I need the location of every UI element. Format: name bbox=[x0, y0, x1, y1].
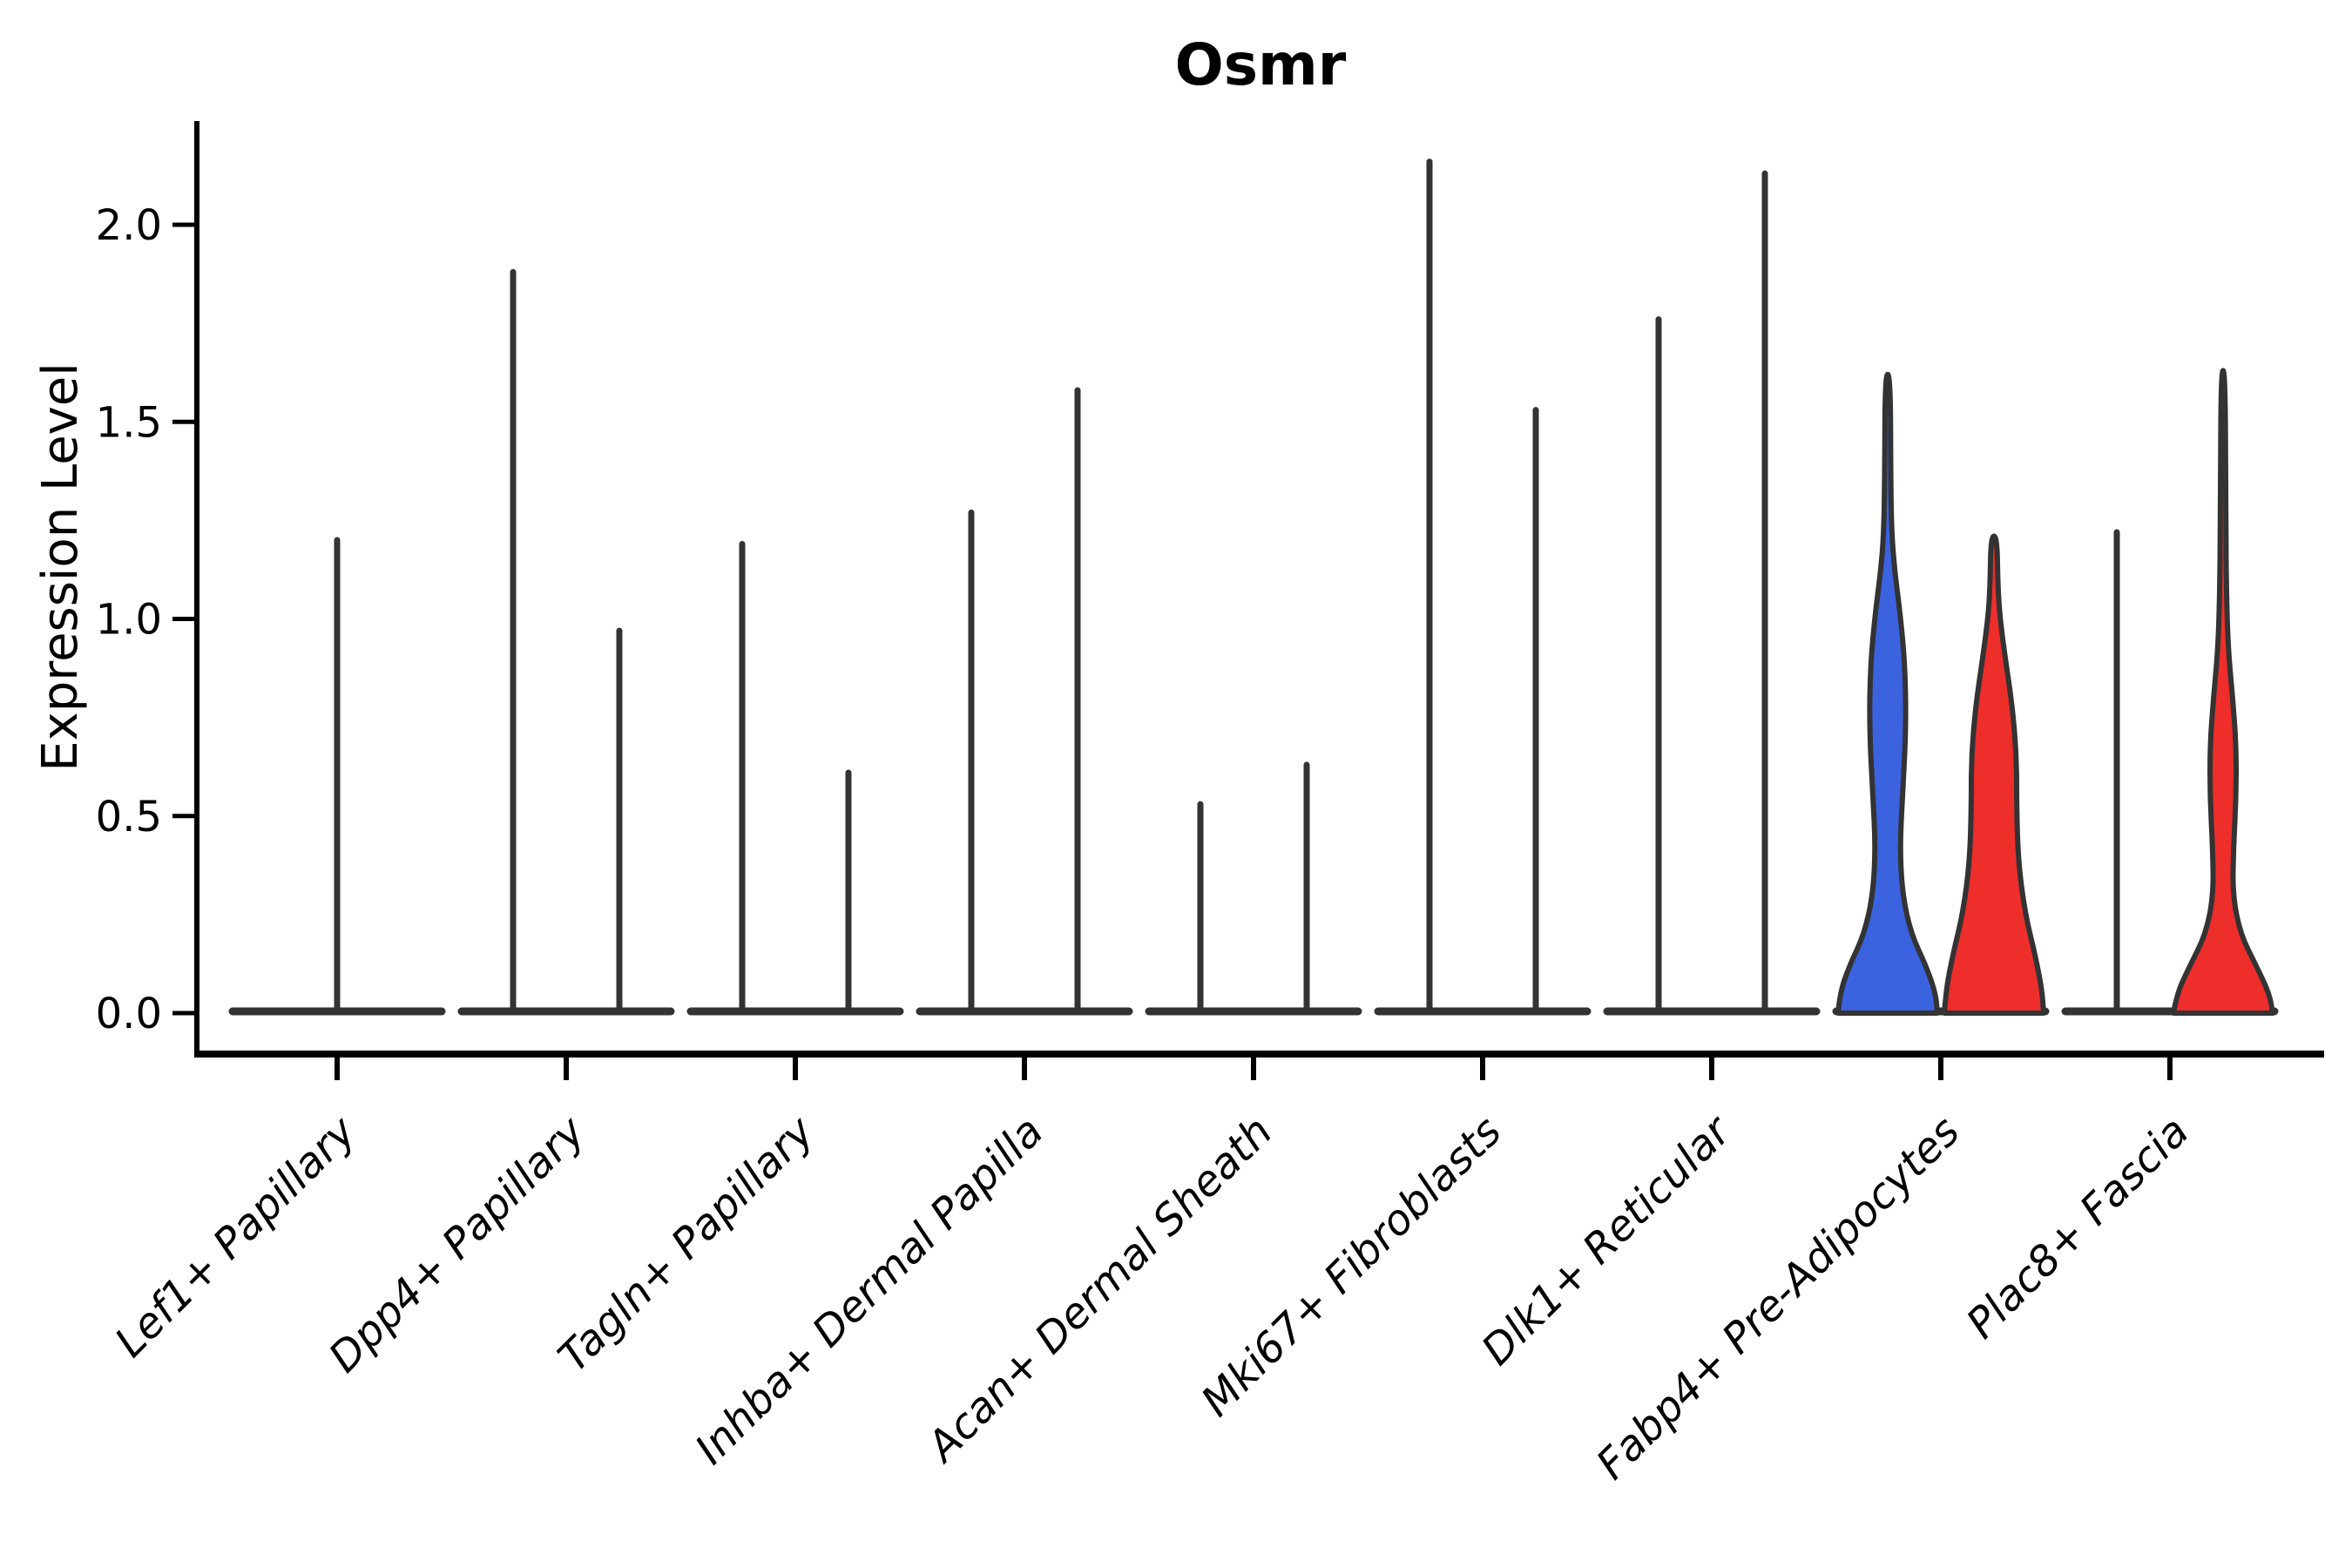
y-tick-label: 1.5 bbox=[96, 398, 162, 447]
x-tick-label-9: Plac8+ Fascia bbox=[1957, 1107, 2199, 1348]
y-tick-label: 2.0 bbox=[96, 201, 162, 250]
filled-violin bbox=[1835, 371, 1940, 1016]
x-tick-label-3: Tagln+ Papillary bbox=[549, 1106, 824, 1382]
y-axis-label: Expression Level bbox=[32, 362, 89, 772]
x-tick-label-2: Dpp4+ Papillary bbox=[320, 1106, 595, 1382]
y-tick-label: 1.0 bbox=[96, 596, 162, 645]
filled-violin bbox=[1942, 533, 2046, 1016]
x-tick-label-8: Fabp4+ Pre-Adipocytes bbox=[1587, 1107, 1970, 1490]
y-tick-label: 0.0 bbox=[96, 990, 162, 1038]
violins-layer bbox=[334, 159, 2275, 1016]
filled-violin bbox=[2171, 368, 2275, 1016]
x-tick-label-1: Lef1+ Papillary bbox=[105, 1106, 366, 1367]
y-tick-label: 0.5 bbox=[96, 793, 162, 841]
x-tick-label-7: Dlk1+ Reticular bbox=[1472, 1105, 1742, 1375]
y-axis-ticks: 0.0 0.5 1.0 1.5 2.0 bbox=[96, 201, 197, 1038]
chart-title: Osmr bbox=[1175, 31, 1347, 98]
